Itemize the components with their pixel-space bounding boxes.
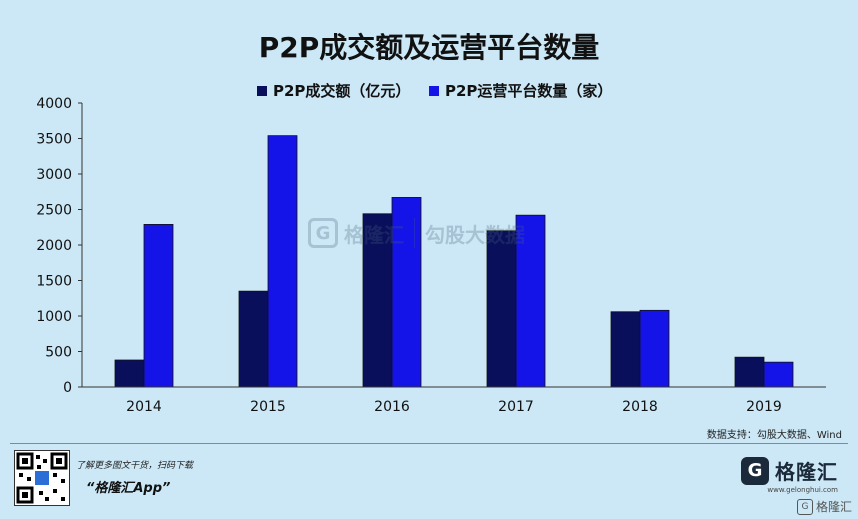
bar-volume: [238, 290, 269, 388]
bar-volume: [610, 311, 641, 388]
watermark: G 格隆汇 勾股大数据: [308, 218, 525, 248]
corner-logo-icon: G: [796, 498, 813, 515]
watermark-logo-icon: G: [308, 218, 338, 248]
corner-logo-text: 格隆汇: [815, 500, 852, 514]
y-tick-label: 3000: [36, 167, 72, 183]
bar-platforms: [639, 309, 670, 388]
bar-platforms: [763, 361, 794, 388]
legend: P2P成交额（亿元） P2P运营平台数量（家）: [0, 80, 858, 104]
bar-volume: [114, 359, 145, 388]
bar-volume: [486, 230, 517, 388]
qr-code-icon[interactable]: [14, 450, 70, 506]
x-tick-label: 2019: [746, 399, 782, 415]
x-tick-label: 2018: [622, 399, 658, 415]
x-tick-label: 2016: [374, 399, 410, 415]
y-tick-label: 2500: [36, 203, 72, 219]
legend-swatch-platforms: [429, 85, 439, 96]
y-tick-label: 2000: [36, 238, 72, 254]
legend-label-platforms: P2P运营平台数量（家）: [445, 82, 613, 100]
brand-logo: G 格隆汇: [741, 456, 838, 485]
x-tick-label: 2015: [250, 399, 286, 415]
y-tick-label: 500: [45, 345, 72, 361]
bar-platforms: [267, 135, 298, 388]
bar-platforms: [143, 224, 174, 388]
watermark-brand-1: 格隆汇: [344, 222, 404, 247]
bar-volume: [734, 356, 765, 388]
bar-platforms: [391, 197, 422, 388]
brand-url: www.gelonghui.com: [767, 486, 838, 494]
legend-item-platforms: P2P运营平台数量（家）: [429, 80, 612, 101]
brand-logo-icon: G: [741, 456, 769, 485]
brand-name: 格隆汇: [775, 460, 838, 484]
watermark-divider: [414, 218, 415, 248]
corner-logo: G 格隆汇: [796, 498, 852, 515]
footer: 了解更多图文干货，扫码下载 “格隆汇App” G 格隆汇 www.gelongh…: [0, 444, 858, 519]
legend-item-volume: P2P成交额（亿元）: [257, 80, 410, 101]
chart-title: P2P成交额及运营平台数量: [258, 31, 600, 64]
y-tick-label: 0: [63, 380, 72, 396]
x-tick-label: 2014: [126, 399, 162, 415]
watermark-brand-2: 勾股大数据: [425, 222, 525, 247]
y-tick-label: 1000: [36, 309, 72, 325]
y-tick-label: 3500: [36, 132, 72, 148]
bar-chart: 0 500 1000 1500 2000 2500 3000 3500 4000 2014 2015…: [36, 96, 826, 415]
legend-label-volume: P2P成交额（亿元）: [273, 82, 411, 100]
y-tick-label: 4000: [36, 96, 72, 112]
footer-divider: [10, 443, 848, 444]
bar-platforms: [515, 214, 546, 388]
bar-volume: [362, 213, 393, 388]
x-tick-label: 2017: [498, 399, 534, 415]
qr-tip-text: 了解更多图文干货，扫码下载: [76, 461, 194, 471]
app-name: “格隆汇App”: [86, 481, 171, 496]
y-tick-label: 1500: [36, 274, 72, 290]
legend-swatch-volume: [257, 85, 267, 96]
data-source: 数据支持：勾股大数据、Wind: [706, 430, 842, 441]
